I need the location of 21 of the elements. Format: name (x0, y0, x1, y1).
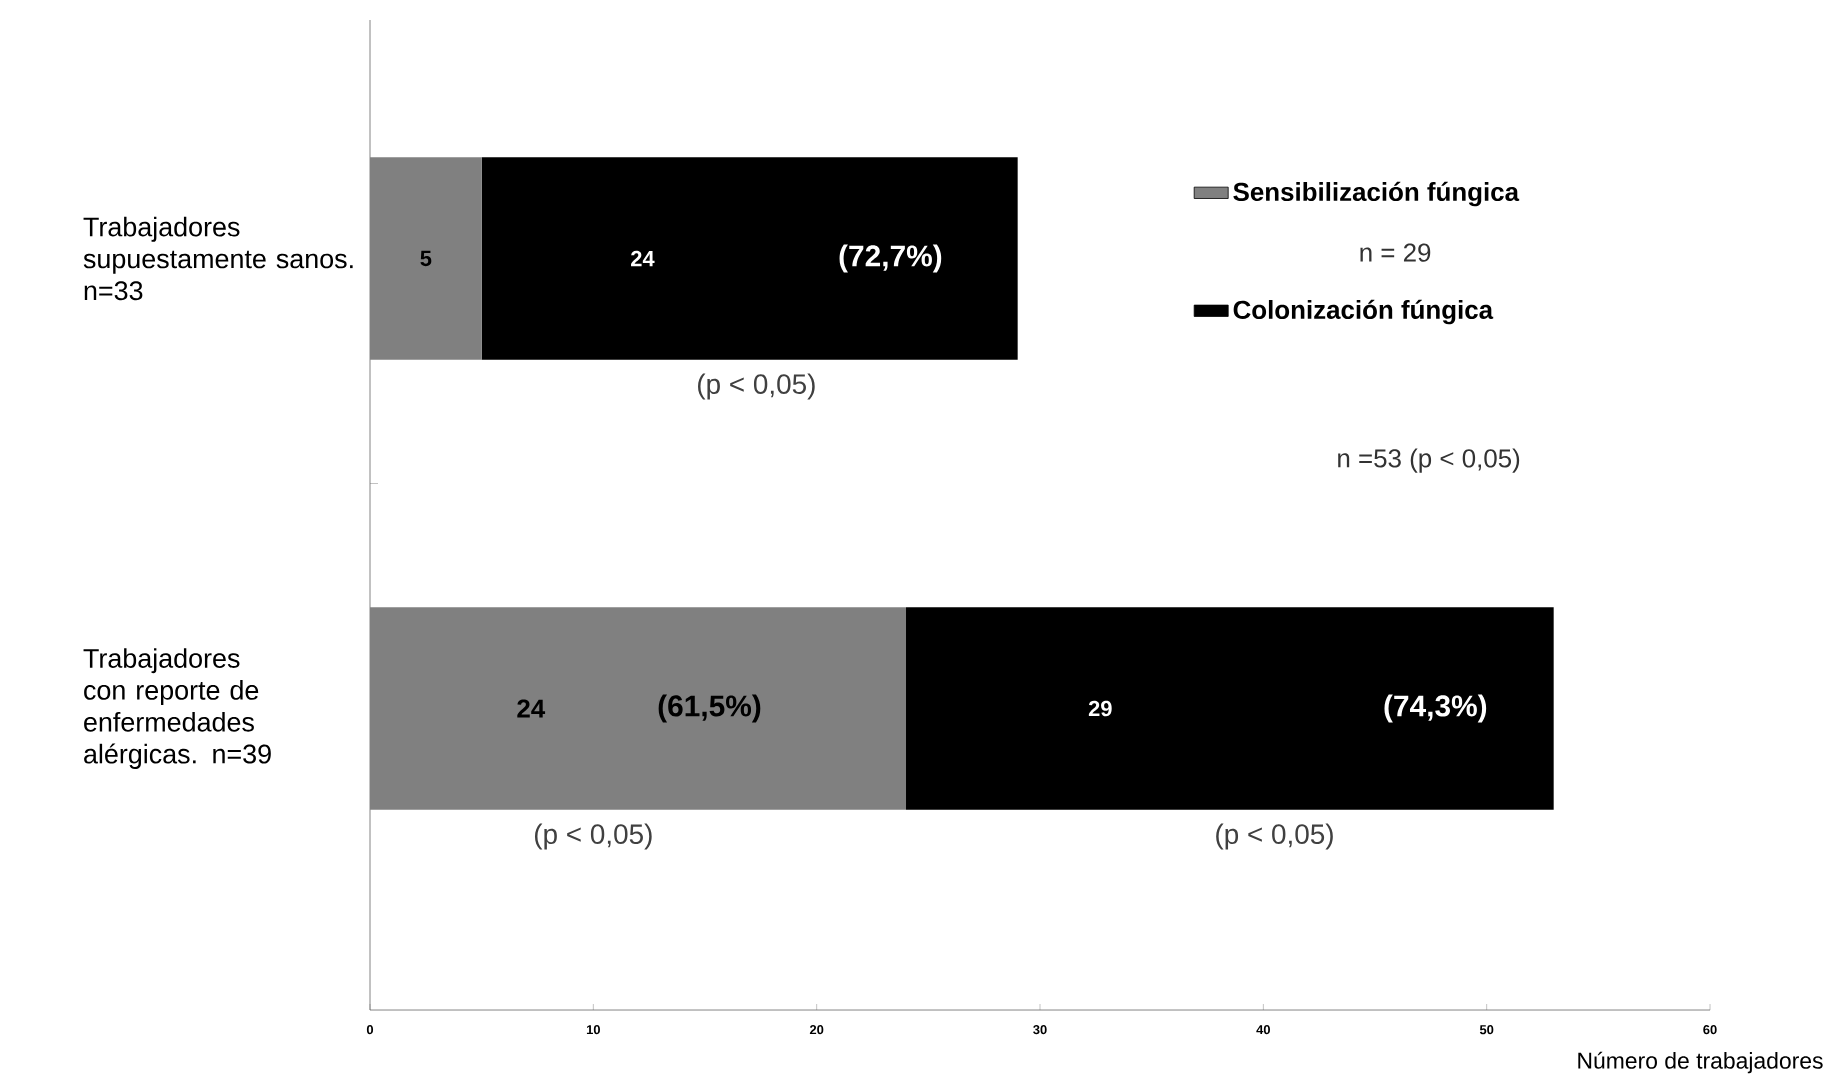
bar (370, 607, 907, 810)
bar (370, 157, 482, 360)
annotation: n = 29 (1360, 243, 1431, 262)
annotation: n =53 (p < 0,05) (1338, 448, 1520, 473)
data-label: 24 (631, 250, 655, 267)
data-label: 29 (1088, 700, 1112, 717)
annotation: (72,7%) (839, 244, 942, 273)
annotation: (p < 0,05) (534, 823, 652, 850)
data-label: 5 (420, 250, 432, 267)
bar (906, 607, 1554, 810)
annotation: (61,5%) (658, 694, 761, 723)
y-tick-label: Trabajadores supuestamente sanos. n=33 (83, 216, 353, 301)
legend-label: Colonización fúngica (1233, 299, 1494, 325)
annotation: (74,3%) (1384, 694, 1487, 723)
x-axis-title: Número de trabajadores (1578, 1051, 1823, 1074)
annotation: (p < 0,05) (1216, 823, 1333, 850)
y-tick-label: Trabajadores con reporte de enfermedades alérgicas. n=39 (83, 648, 271, 769)
annotation: (p < 0,05) (698, 373, 815, 400)
data-label: 24 (517, 699, 546, 718)
bar (481, 157, 1018, 360)
legend-label: Sensibilización fúngica (1233, 181, 1520, 207)
